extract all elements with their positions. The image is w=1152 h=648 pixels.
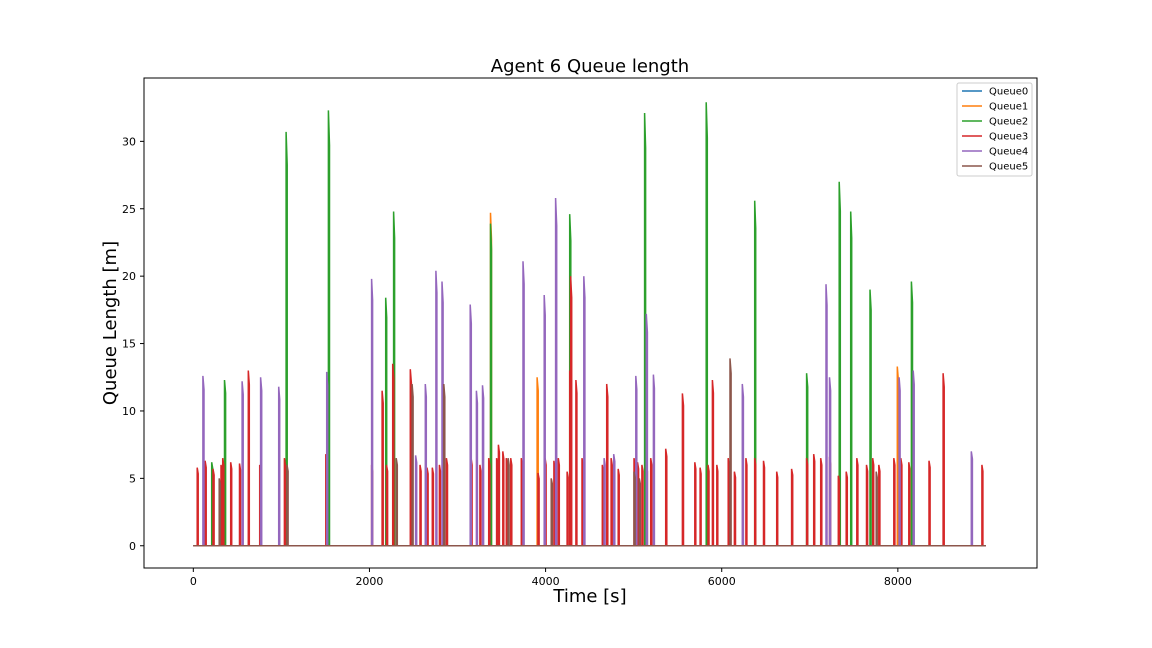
x-tick-label: 2000 <box>355 575 383 588</box>
y-tick-label: 20 <box>122 270 136 283</box>
plot-area <box>143 77 1038 569</box>
legend-entries: Queue0 Queue1 Queue2 Queue3 Queue4 Queue5 <box>962 87 1028 173</box>
legend: Queue0 Queue1 Queue2 Queue3 Queue4 Queue5 <box>956 82 1033 177</box>
series-line-queue1 <box>193 212 986 547</box>
series-layer <box>193 102 986 547</box>
y-tick-label: 0 <box>129 540 136 553</box>
x-axis-title: Time [s] <box>552 586 626 607</box>
legend-label: Queue0 <box>989 87 1028 98</box>
legend-label: Queue2 <box>989 117 1028 128</box>
chart-title: Agent 6 Queue length <box>491 56 689 77</box>
y-axis-ticks: 0 5 10 15 20 25 30 <box>122 135 144 553</box>
x-tick-label: 6000 <box>708 575 736 588</box>
y-tick-label: 25 <box>122 203 136 216</box>
x-tick-label: 8000 <box>884 575 912 588</box>
plot-frame <box>143 77 1038 569</box>
x-tick-label: 0 <box>190 575 197 588</box>
legend-label: Queue1 <box>989 102 1028 113</box>
y-tick-label: 15 <box>122 338 136 351</box>
y-tick-label: 5 <box>129 472 136 485</box>
y-axis-title: Queue Length [m] <box>100 241 121 405</box>
y-tick-label: 10 <box>122 405 136 418</box>
y-tick-label: 30 <box>122 135 136 148</box>
legend-label: Queue5 <box>989 162 1028 173</box>
x-axis-ticks: 0 2000 4000 6000 8000 <box>190 568 912 588</box>
series-line-queue5 <box>193 358 986 547</box>
legend-label: Queue3 <box>989 132 1028 143</box>
legend-label: Queue4 <box>989 147 1028 158</box>
x-tick-label: 4000 <box>532 575 560 588</box>
